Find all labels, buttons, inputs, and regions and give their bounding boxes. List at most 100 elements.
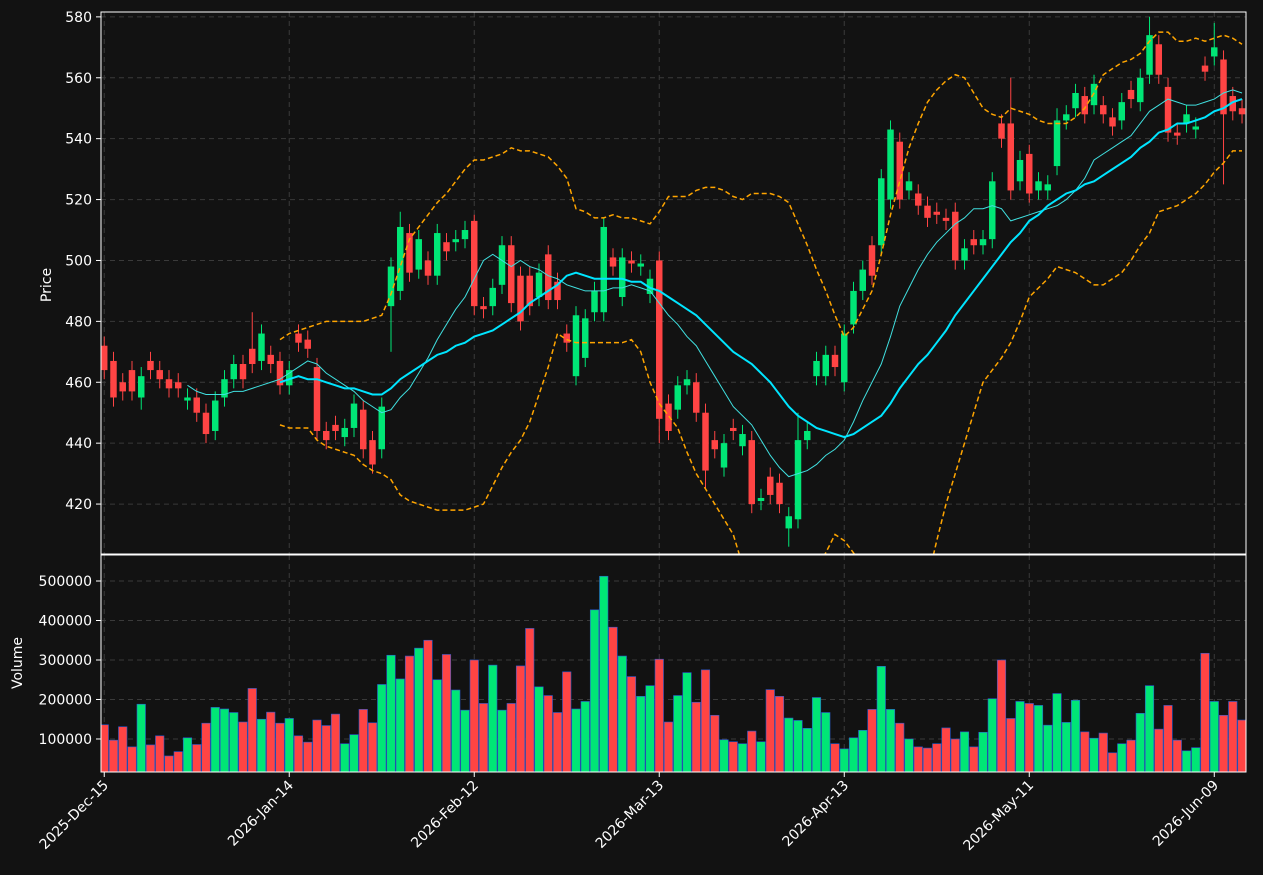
candle-body <box>1081 96 1089 115</box>
candle-body <box>193 397 200 413</box>
volume-bar <box>266 711 276 772</box>
volume-bar <box>1052 693 1062 772</box>
candle-body <box>397 226 404 291</box>
candle-body <box>989 181 996 240</box>
volume-bar <box>589 609 600 772</box>
candle-body <box>1229 96 1237 112</box>
volume-tick-label: 300000 <box>39 653 92 669</box>
volume-bar <box>312 719 322 772</box>
candle-body <box>406 233 413 273</box>
candle-body <box>498 245 506 285</box>
volume-bar <box>608 626 618 772</box>
volume-bar <box>404 655 415 772</box>
candle-body <box>332 424 339 431</box>
volume-bar <box>219 708 230 772</box>
y-tick-label: 540 <box>65 132 92 148</box>
candle-body <box>785 516 792 529</box>
volume-bar <box>1107 752 1118 772</box>
candle-body <box>1220 59 1227 115</box>
volume-bar <box>284 718 294 772</box>
candle-body <box>1155 44 1163 75</box>
candle-body <box>535 272 543 298</box>
candle-body <box>952 211 959 261</box>
volume-bar <box>1181 750 1192 772</box>
y-tick-label: 460 <box>65 375 92 391</box>
candle-body <box>674 385 681 410</box>
volume-bar <box>737 743 748 772</box>
candle-body <box>258 333 265 361</box>
candle-body <box>526 275 533 307</box>
volume-bar <box>978 731 988 772</box>
volume-bar <box>1043 724 1053 772</box>
candle-body <box>887 129 894 200</box>
candle-body <box>767 476 774 495</box>
candle-body <box>878 178 885 246</box>
candle-body <box>646 278 654 294</box>
candle-body <box>1026 153 1033 194</box>
volume-bar <box>710 714 720 772</box>
volume-tick-label: 500000 <box>39 574 92 590</box>
candle-body <box>998 123 1005 139</box>
overlay-line <box>187 89 1243 478</box>
y-tick-label: 480 <box>65 314 92 330</box>
volume-bar <box>469 659 479 772</box>
volume-bar <box>839 748 849 772</box>
volume-bar <box>386 654 396 772</box>
candle-body <box>1238 108 1246 115</box>
y-axis-label: Price <box>39 268 55 302</box>
candle-body <box>119 382 126 392</box>
volume-bar <box>987 698 997 772</box>
volume-bar <box>747 730 757 772</box>
candle-body <box>517 275 524 322</box>
volume-bar <box>330 713 341 772</box>
volume-bar <box>192 744 202 772</box>
volume-bar <box>349 734 359 772</box>
volume-bar <box>904 738 914 772</box>
volume-bar <box>1098 732 1108 772</box>
volume-bar <box>367 722 378 772</box>
candle-body <box>794 440 802 520</box>
candle-body <box>313 367 321 431</box>
candle-body <box>637 263 644 267</box>
volume-panel-frame <box>100 554 1247 773</box>
volume-bar <box>1061 722 1071 772</box>
candle-body <box>480 306 487 310</box>
candle-body <box>915 193 922 206</box>
candle-body <box>868 245 876 276</box>
candle-body <box>896 141 903 200</box>
y-tick-label: 440 <box>65 436 92 452</box>
volume-bar <box>895 722 905 772</box>
volume-bar <box>1117 743 1127 772</box>
candle-body <box>702 412 709 471</box>
volume-bar <box>432 679 442 772</box>
volume-bar <box>395 678 405 772</box>
candle-body <box>924 205 931 218</box>
volume-bar <box>700 669 711 772</box>
volume-bar <box>321 725 331 772</box>
price-panel-frame <box>100 11 1247 555</box>
candle-body <box>831 354 839 368</box>
volume-bar <box>830 743 840 772</box>
volume-bar <box>506 703 516 772</box>
candle-body <box>1016 159 1024 182</box>
volume-bar <box>303 741 313 772</box>
volume-bar <box>1080 731 1090 772</box>
candle-body <box>961 248 968 261</box>
volume-bar <box>164 755 174 772</box>
volume-bar <box>451 689 461 772</box>
candle-body <box>720 443 728 468</box>
volume-bar <box>858 729 868 772</box>
candle-body <box>609 257 617 267</box>
candles <box>101 16 1246 547</box>
volume-bar <box>876 666 886 772</box>
volume-bar <box>959 731 970 772</box>
volume-bar <box>201 722 211 772</box>
candle-body <box>1211 47 1218 57</box>
y-tick-label: 560 <box>65 71 92 87</box>
volume-bar <box>210 707 220 772</box>
volume-bar <box>913 746 923 772</box>
candle-body <box>387 266 395 307</box>
candle-body <box>739 434 746 447</box>
candle-body <box>276 360 284 386</box>
